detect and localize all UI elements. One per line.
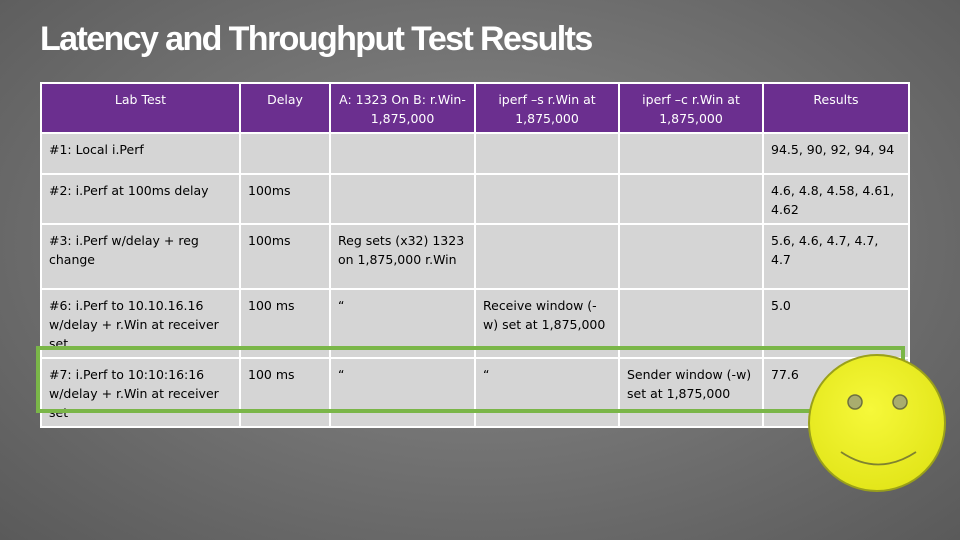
cell-delay: 100ms — [239, 173, 331, 225]
cell-iperf-s — [474, 223, 620, 290]
cell-iperf-s — [474, 173, 620, 225]
cell-lab-test: #1: Local i.Perf — [40, 132, 241, 175]
header-results: Results — [762, 82, 910, 134]
cell-results: 94.5, 90, 92, 94, 94 — [762, 132, 910, 175]
table-row: #3: i.Perf w/delay + reg change 100ms Re… — [40, 223, 910, 290]
cell-iperf-s — [474, 132, 620, 175]
table-row: #1: Local i.Perf 94.5, 90, 92, 94, 94 — [40, 132, 910, 175]
header-delay: Delay — [239, 82, 331, 134]
header-iperf-s: iperf –s r.Win at 1,875,000 — [474, 82, 620, 134]
cell-iperf-c — [618, 173, 764, 225]
cell-iperf-c — [618, 132, 764, 175]
table-row: #6: i.Perf to 10.10.16.16 w/delay + r.Wi… — [40, 288, 910, 359]
header-iperf-c: iperf –c r.Win at 1,875,000 — [618, 82, 764, 134]
cell-results: 4.6, 4.8, 4.58, 4.61, 4.62 — [762, 173, 910, 225]
cell-lab-test: #3: i.Perf w/delay + reg change — [40, 223, 241, 290]
cell-results: 5.0 — [762, 288, 910, 359]
cell-iperf-s: Receive window (-w) set at 1,875,000 — [474, 288, 620, 359]
cell-a-b: “ — [329, 357, 476, 428]
cell-a-b: “ — [329, 288, 476, 359]
results-table: Lab Test Delay A: 1323 On B: r.Win-1,875… — [40, 82, 910, 428]
cell-delay — [239, 132, 331, 175]
cell-results: 5.6, 4.6, 4.7, 4.7, 4.7 — [762, 223, 910, 290]
table-row: #2: i.Perf at 100ms delay 100ms 4.6, 4.8… — [40, 173, 910, 225]
table-row-highlighted: #7: i.Perf to 10:10:16:16 w/delay + r.Wi… — [40, 357, 910, 428]
page-title: Latency and Throughput Test Results — [40, 20, 593, 58]
cell-iperf-s: “ — [474, 357, 620, 428]
cell-lab-test: #7: i.Perf to 10:10:16:16 w/delay + r.Wi… — [40, 357, 241, 428]
table-header-row: Lab Test Delay A: 1323 On B: r.Win-1,875… — [40, 82, 910, 134]
cell-lab-test: #6: i.Perf to 10.10.16.16 w/delay + r.Wi… — [40, 288, 241, 359]
smiley-face-icon — [808, 354, 946, 492]
cell-a-b: Reg sets (x32) 1323 on 1,875,000 r.Win — [329, 223, 476, 290]
cell-iperf-c — [618, 223, 764, 290]
cell-a-b — [329, 132, 476, 175]
cell-delay: 100 ms — [239, 288, 331, 359]
cell-iperf-c: Sender window (-w) set at 1,875,000 — [618, 357, 764, 428]
header-lab-test: Lab Test — [40, 82, 241, 134]
cell-lab-test: #2: i.Perf at 100ms delay — [40, 173, 241, 225]
cell-iperf-c — [618, 288, 764, 359]
cell-delay: 100 ms — [239, 357, 331, 428]
header-a-b-config: A: 1323 On B: r.Win-1,875,000 — [329, 82, 476, 134]
cell-delay: 100ms — [239, 223, 331, 290]
cell-a-b — [329, 173, 476, 225]
